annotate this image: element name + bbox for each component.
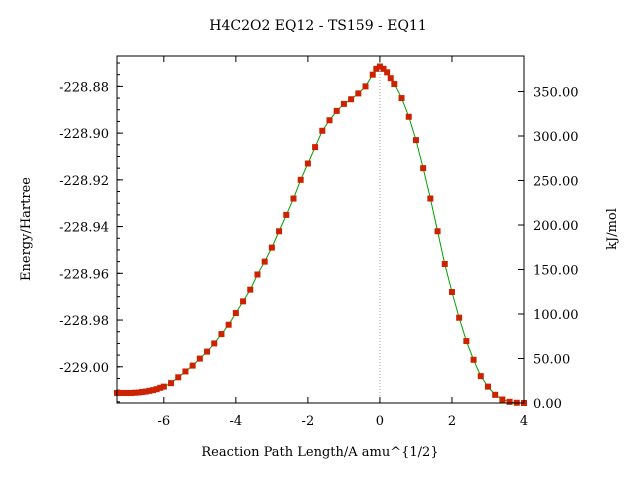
x-tick-label: -4 [230, 414, 243, 429]
data-point [139, 389, 146, 396]
y2-tick-label: 250.00 [533, 174, 579, 189]
data-point [333, 107, 340, 114]
data-point [412, 137, 419, 144]
data-point [380, 65, 387, 72]
data-point [326, 117, 333, 124]
y2-tick-label: 350.00 [533, 85, 579, 100]
data-point [470, 356, 477, 363]
y-tick-label: -228.94 [59, 221, 109, 236]
data-point [261, 258, 268, 265]
data-point [254, 271, 261, 278]
data-point [312, 144, 319, 151]
data-point [218, 331, 225, 338]
data-point [376, 63, 383, 70]
y-tick-label: -229.00 [59, 361, 109, 376]
y2-tick-label: 50.00 [533, 352, 570, 367]
data-point [168, 380, 175, 387]
data-point [211, 340, 218, 347]
data-point [340, 100, 347, 107]
data-point [157, 384, 164, 391]
data-point [477, 373, 484, 380]
x-tick-label: 0 [376, 414, 384, 429]
data-point [355, 90, 362, 97]
data-point [405, 113, 412, 120]
data-point [124, 389, 131, 396]
data-point [373, 65, 380, 72]
data-point [128, 389, 135, 396]
data-point [506, 398, 513, 405]
plot-frame [116, 55, 525, 404]
data-point [434, 228, 441, 235]
x-tick-label: -6 [157, 414, 170, 429]
data-point [204, 348, 211, 355]
data-point [117, 389, 124, 396]
data-point [276, 228, 283, 235]
data-point [150, 387, 157, 394]
data-point [240, 298, 247, 305]
y-tick-label: -228.92 [59, 174, 109, 189]
data-point [499, 396, 506, 403]
y2-tick-label: 150.00 [533, 263, 579, 278]
y2-tick-label: 200.00 [533, 219, 579, 234]
y2-tick-label: 300.00 [533, 130, 579, 145]
data-point [387, 75, 394, 82]
data-point [225, 321, 232, 328]
data-point [153, 386, 160, 393]
x-tick-label: 2 [448, 414, 456, 429]
chart-title: H4C2O2 EQ12 - TS159 - EQ11 [209, 18, 427, 34]
data-point [175, 374, 182, 381]
data-point [135, 389, 142, 396]
data-point [398, 95, 405, 102]
data-point [427, 195, 434, 202]
y2-tick-label: 0.00 [533, 397, 562, 412]
data-point [189, 362, 196, 369]
data-point [391, 81, 398, 88]
data-point [448, 289, 455, 296]
data-point [132, 389, 139, 396]
data-point [362, 83, 369, 90]
y-tick-label: -228.98 [59, 314, 109, 329]
data-point [456, 314, 463, 321]
y-tick-label: -228.90 [59, 127, 109, 142]
data-point [160, 383, 167, 390]
data-point [283, 211, 290, 218]
data-point [247, 286, 254, 293]
data-point [121, 389, 128, 396]
data-point [463, 338, 470, 345]
data-point [268, 244, 275, 251]
data-point [384, 69, 391, 76]
y2-tick-label: 100.00 [533, 308, 579, 323]
data-point [290, 195, 297, 202]
x-axis-label: Reaction Path Length/A amu^{1/2} [201, 445, 438, 460]
data-point [297, 176, 304, 183]
y-axis-label: Energy/Hartree [19, 177, 34, 281]
data-point [369, 71, 376, 78]
data-point [182, 368, 189, 375]
data-point [492, 391, 499, 398]
x-tick-label: -2 [302, 414, 315, 429]
data-point [232, 310, 239, 317]
data-point [146, 387, 153, 394]
y-tick-label: -228.88 [59, 80, 109, 95]
data-point [420, 165, 427, 172]
data-point [348, 96, 355, 103]
data-point [441, 260, 448, 267]
data-point [484, 383, 491, 390]
x-tick-label: 4 [520, 414, 528, 429]
plot-area: -6 -4 -2 0 2 4 -229.00 -228.98 -228.96 -228.94 -22… [59, 56, 579, 429]
data-point [304, 160, 311, 167]
y2-axis-label: kJ/mol [605, 208, 620, 250]
data-point [319, 127, 326, 134]
data-point [196, 355, 203, 362]
y-tick-label: -228.96 [59, 267, 109, 282]
data-point [142, 388, 149, 395]
